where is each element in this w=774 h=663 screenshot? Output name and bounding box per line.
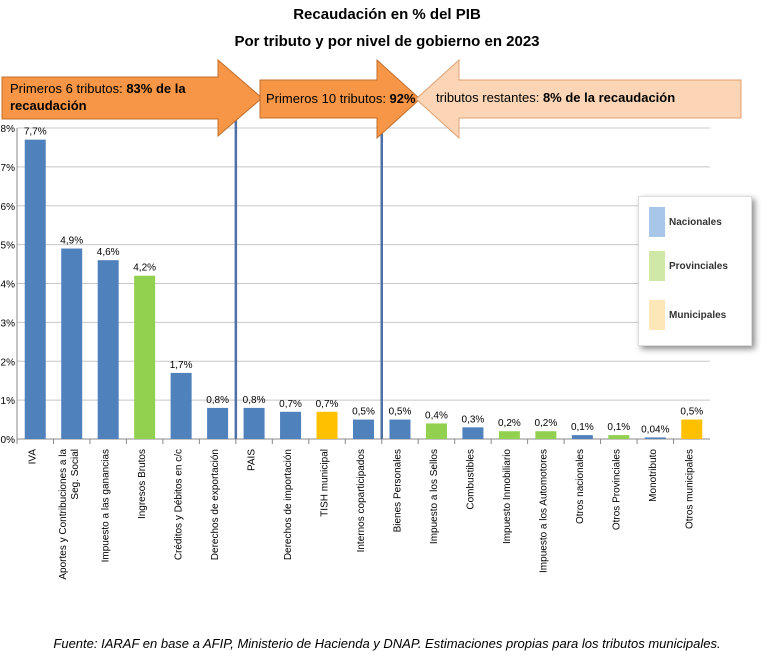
legend-label-provinciales: Provinciales — [669, 260, 728, 272]
x-tick-label: Monotributo — [648, 449, 659, 502]
bar — [243, 407, 265, 439]
legend-swatch-municipales — [649, 300, 665, 330]
x-tick-label: Impuesto a los Sellos — [429, 449, 440, 544]
bar — [353, 419, 374, 439]
bar — [97, 260, 119, 439]
arrow-first10-text: Primeros 10 tributos: 92% — [266, 91, 416, 106]
data-label: 0,7% — [316, 399, 339, 410]
data-label: 1,7% — [170, 360, 193, 371]
bar — [608, 435, 630, 439]
arrows — [1, 58, 742, 140]
x-tick-label: Otros nacionales — [575, 449, 586, 524]
x-tick-label: IVA — [28, 449, 39, 465]
bar — [462, 427, 484, 439]
bar — [425, 423, 447, 439]
legend-item-municipales: Municipales — [649, 300, 726, 330]
bar — [571, 435, 593, 439]
bar — [24, 139, 46, 439]
y-tick-label: 2% — [1, 357, 16, 368]
legend-swatch-provinciales — [649, 251, 665, 281]
x-tick-label: Derechos de importación — [283, 449, 294, 560]
x-tick-label: PAIS — [247, 449, 258, 471]
arrow-first6 — [1, 58, 263, 138]
data-label: 0,3% — [462, 414, 485, 425]
bar — [681, 419, 703, 439]
gridlines — [16, 127, 710, 444]
y-tick-label: 8% — [1, 124, 16, 135]
x-tick-label: Otros municipales — [684, 449, 695, 529]
data-label: 0,5% — [680, 407, 703, 418]
data-label: 0,7% — [279, 399, 302, 410]
x-tick-labels: IVA Aportes y Contribuciones a la Seg. Soc… — [28, 449, 696, 580]
legend-item-provinciales: Provinciales — [649, 251, 728, 281]
data-label: 0,8% — [243, 395, 266, 406]
x-tick-label: Otros Provinciales — [611, 449, 622, 530]
data-labels: 7,7% 4,9% 4,6% 4,2% 1,7% 0,8% 0,8% 0,7% 0,7% 0,5%… — [24, 127, 703, 436]
source-note: Fuente: IARAF en base a AFIP, Ministerio… — [53, 636, 721, 651]
y-tick-label: 5% — [1, 241, 16, 252]
x-tick-label: Internos coparticipados — [356, 449, 367, 552]
x-tick-label: Impuesto a las ganancias — [101, 449, 112, 562]
data-label: 0,5% — [352, 407, 375, 418]
arrow-rest — [415, 58, 742, 140]
x-tick-label: Derechos de exportación — [210, 449, 221, 560]
y-tick-labels: 0% 1% 2% 3% 4% 5% 6% 7% 8% — [1, 124, 16, 446]
x-tick-label: Aportes y Contribuciones a la — [58, 449, 69, 580]
arrow-first6-text: Primeros 6 tributos: 83% de la recaudaci… — [10, 81, 186, 113]
data-label: 0,1% — [607, 422, 630, 433]
bar-chart: 7,7% 4,9% 4,6% 4,2% 1,7% 0,8% 0,8% 0,7% 0,7% 0,5%… — [1, 58, 742, 580]
data-label: 0,5% — [389, 407, 412, 418]
bar — [170, 372, 192, 439]
x-tick-label: Ingresos Brutos — [137, 449, 148, 519]
x-tick-label: Bienes Personales — [392, 449, 403, 532]
y-tick-label: 0% — [1, 435, 16, 446]
bar — [134, 275, 156, 439]
legend-label-nacionales: Nacionales — [669, 216, 722, 228]
x-tick-label: Seg. Social — [70, 449, 81, 500]
bar — [207, 407, 229, 439]
arrow-rest-text: tributos restantes: 8% de la recaudación — [436, 90, 676, 105]
chart-subtitle: Por tributo y por nivel de gobierno en 2… — [234, 33, 540, 50]
x-tick-label: Impuesto Inmobiliario — [502, 449, 513, 544]
data-label: 0,8% — [206, 395, 229, 406]
x-tick-label: TISH municipal — [320, 449, 331, 517]
bar — [498, 431, 520, 439]
data-label: 4,2% — [133, 263, 156, 274]
y-tick-label: 6% — [1, 202, 16, 213]
bar — [280, 411, 302, 439]
x-tick-label: Impuesto a los Automotores — [538, 449, 549, 573]
bar — [535, 431, 557, 439]
data-label: 4,9% — [60, 236, 83, 247]
y-tick-label: 4% — [1, 280, 16, 291]
bar — [316, 411, 338, 439]
legend-item-nacionales: Nacionales — [649, 207, 722, 237]
legend-swatch-nacionales — [649, 207, 665, 237]
chart-title: Recaudación en % del PIB — [293, 6, 481, 23]
data-label: 0,2% — [498, 418, 521, 429]
legend: Nacionales Provinciales Municipales — [638, 196, 752, 346]
arrow-first10 — [259, 58, 421, 140]
y-tick-label: 1% — [1, 396, 16, 407]
data-label: 4,6% — [97, 247, 120, 258]
data-label: 0,1% — [571, 422, 594, 433]
x-tick-label: Combustibles — [465, 449, 476, 510]
data-label: 0,2% — [534, 418, 557, 429]
data-label: 0,04% — [641, 424, 669, 435]
bar — [389, 419, 411, 439]
bar — [644, 437, 666, 439]
data-label: 0,4% — [425, 410, 448, 421]
y-tick-label: 3% — [1, 318, 16, 329]
bars — [24, 139, 703, 439]
group-dividers — [234, 118, 383, 439]
legend-label-municipales: Municipales — [669, 309, 727, 321]
bar — [61, 248, 83, 439]
data-label: 7,7% — [24, 127, 47, 138]
y-tick-label: 7% — [1, 163, 16, 174]
x-tick-label: Créditos y Débitos en c/c — [174, 449, 185, 560]
